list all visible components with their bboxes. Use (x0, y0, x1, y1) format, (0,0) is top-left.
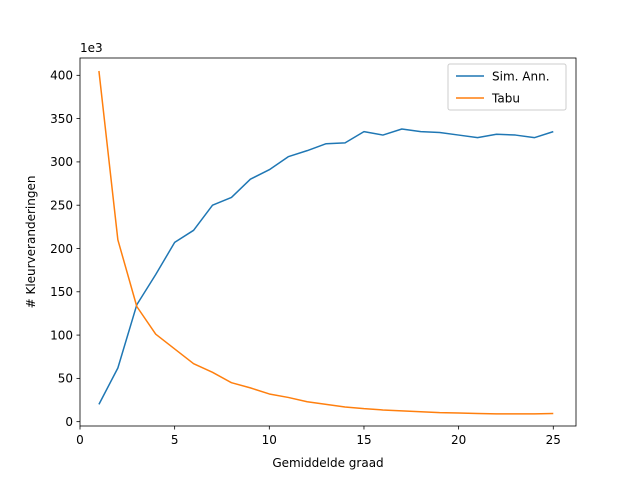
series-line-tabu (98, 70, 554, 415)
x-axis-label: Gemiddelde graad (272, 456, 383, 470)
y-tick-label: 350 (50, 112, 73, 126)
y-tick-label: 400 (50, 69, 73, 83)
y-axis-ticks: 0 50 100 150 200 250 300 350 400 (50, 69, 80, 429)
series-line-sim-ann (98, 128, 554, 405)
y-tick-label: 150 (50, 285, 73, 299)
y-tick-label: 300 (50, 155, 73, 169)
plot-area-frame (79, 57, 577, 427)
legend-label-sim-ann: Sim. Ann. (492, 69, 550, 83)
legend: Sim. Ann. Tabu (447, 63, 567, 111)
y-axis-offset-label: 1e3 (80, 41, 103, 55)
x-tick-label: 20 (451, 433, 466, 447)
series-layer (98, 70, 554, 415)
x-axis-ticks: 0 5 10 15 20 25 (76, 426, 561, 447)
y-tick-label: 50 (58, 372, 73, 386)
y-tick-label: 100 (50, 328, 73, 342)
y-tick-label: 250 (50, 199, 73, 213)
y-tick-label: 200 (50, 242, 73, 256)
y-tick-label: 0 (65, 415, 73, 429)
legend-label-tabu: Tabu (491, 91, 520, 105)
x-tick-label: 25 (546, 433, 561, 447)
x-tick-label: 10 (262, 433, 277, 447)
x-tick-label: 5 (171, 433, 179, 447)
x-tick-label: 15 (356, 433, 371, 447)
y-axis-label: # Kleurveranderingen (24, 176, 38, 309)
x-tick-label: 0 (76, 433, 84, 447)
